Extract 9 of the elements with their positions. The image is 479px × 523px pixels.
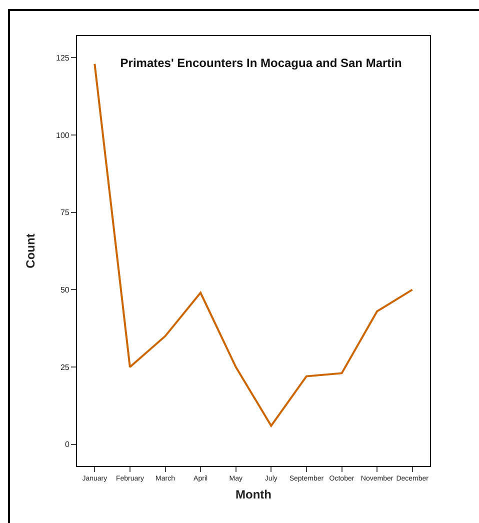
y-tick-label: 0 <box>64 440 70 450</box>
y-tick-label: 50 <box>60 285 70 294</box>
y-tick-label: 75 <box>60 208 70 218</box>
y-axis-title: Count <box>23 234 38 268</box>
text: Primates' Encounters In Mocagua and San Martin <box>120 56 402 70</box>
y-tick-label: 25 <box>60 362 70 372</box>
y-tick-label: 125 <box>56 53 70 62</box>
y-tick-label: 100 <box>56 130 70 140</box>
x-axis-title: Month <box>236 487 272 502</box>
